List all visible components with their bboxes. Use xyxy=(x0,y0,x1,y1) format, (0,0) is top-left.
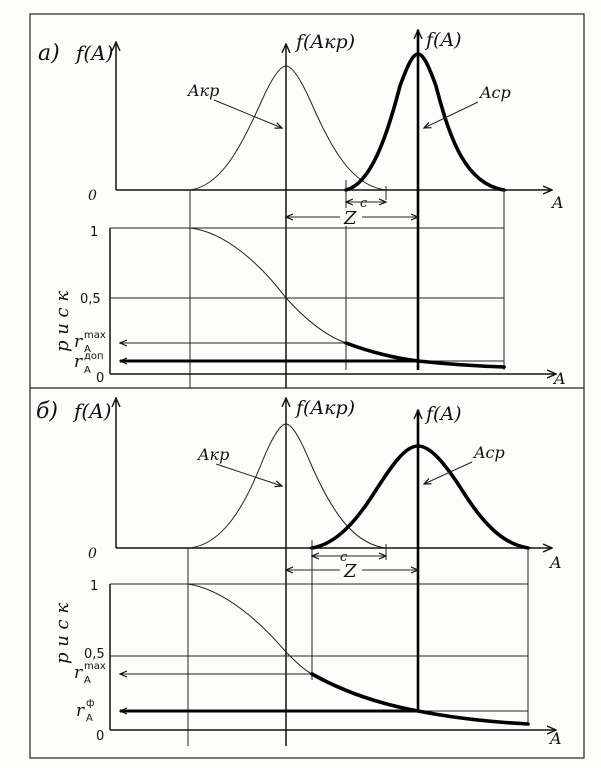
panel-a-label: а) xyxy=(38,41,60,66)
panel-a-risk-curve-thick xyxy=(344,341,506,369)
panel-b-risk-curve-thin xyxy=(187,583,313,675)
panel-a-mean-pointer xyxy=(424,101,479,128)
panel-a-crit-axis-label: f(Aкр) xyxy=(294,31,355,53)
panel-b-mean-axis-label: f(A) xyxy=(424,403,462,425)
panel-a-mean-axis-label: f(A) xyxy=(424,29,462,51)
panel-a-risk-max-sub: A xyxy=(84,344,91,355)
panel-a-crit-curve-label: Aкр xyxy=(186,81,219,100)
panel-a-mean-curve-label: Aср xyxy=(478,83,511,102)
page-border xyxy=(29,13,585,759)
panel-a-risk-second-sup: доп xyxy=(84,351,104,362)
panel-b-risk-second-sub: A xyxy=(86,713,93,724)
panel-b-mean-pointer xyxy=(424,461,473,484)
panel-b-mean-curve-label: Aср xyxy=(472,443,505,462)
panel-b-zero-label: 0 xyxy=(88,546,97,562)
panel-a-risk-max-label: r xyxy=(74,332,83,352)
panel-b-crit-curve xyxy=(189,423,387,549)
panel-a-risk-second-label: r xyxy=(74,352,83,372)
panel-b-risk-half: 0,5 xyxy=(84,647,105,662)
panel-a-x-axis-label: A xyxy=(550,193,564,212)
panel-b-risk-zero: 0 xyxy=(96,729,104,744)
panel-b-density-axis-label: f(A) xyxy=(72,399,111,423)
panel-a: а) f(A) 0 A f(Aкр) f(A) Aкр Aср c xyxy=(38,29,566,388)
panel-b-risk-max-label: r xyxy=(74,663,83,683)
panel-a-risk-max-sup: max xyxy=(84,330,106,341)
panel-b-risk-x-label: A xyxy=(548,729,562,748)
panel-a-mean-curve xyxy=(344,52,506,192)
panel-a-risk-curve-thin xyxy=(189,227,347,344)
panel-a-z-label: Z xyxy=(343,208,357,229)
panel-a-crit-curve xyxy=(189,65,387,191)
panel-b-risk-max-sup: max xyxy=(84,661,106,672)
panel-b-risk-max-sub: A xyxy=(84,675,91,686)
panel-b-crit-curve-label: Aкр xyxy=(196,445,229,464)
panel-a-risk-x-label: A xyxy=(552,369,566,388)
panel-b-x-axis-label: A xyxy=(548,553,562,572)
panel-a-c-label: c xyxy=(360,196,368,211)
panel-b-risk-one: 1 xyxy=(90,579,98,594)
panel-a-risk-axis-label: р и с к xyxy=(52,291,73,352)
panel-a-risk-one: 1 xyxy=(90,225,98,240)
panel-b-crit-pointer xyxy=(215,463,282,486)
panel-a-risk-half: 0,5 xyxy=(80,292,101,307)
panel-b-z-label: Z xyxy=(343,561,357,582)
panel-b-label: б) xyxy=(36,399,58,424)
panel-b-crit-axis-label: f(Aкр) xyxy=(294,397,355,419)
panel-a-zero-label: 0 xyxy=(88,188,97,204)
panel-a-density-axis-label: f(A) xyxy=(74,41,113,65)
panel-b-risk-curve-thick xyxy=(310,672,530,726)
panel-b: б) f(A) 0 A f(Aкр) f(A) Aкр Aср c Z xyxy=(36,397,562,748)
panel-a-crit-pointer xyxy=(213,99,282,128)
panel-b-risk-second-sup: ф xyxy=(86,698,95,709)
panel-b-c-label: c xyxy=(340,550,348,565)
panel-a-risk-second-sub: A xyxy=(84,365,91,376)
panel-b-mean-curve xyxy=(310,444,530,550)
panel-a-risk-zero: 0 xyxy=(96,371,104,386)
panel-b-risk-second-label: r xyxy=(76,701,85,721)
panel-b-risk-axis-label: р и с к xyxy=(52,603,73,664)
